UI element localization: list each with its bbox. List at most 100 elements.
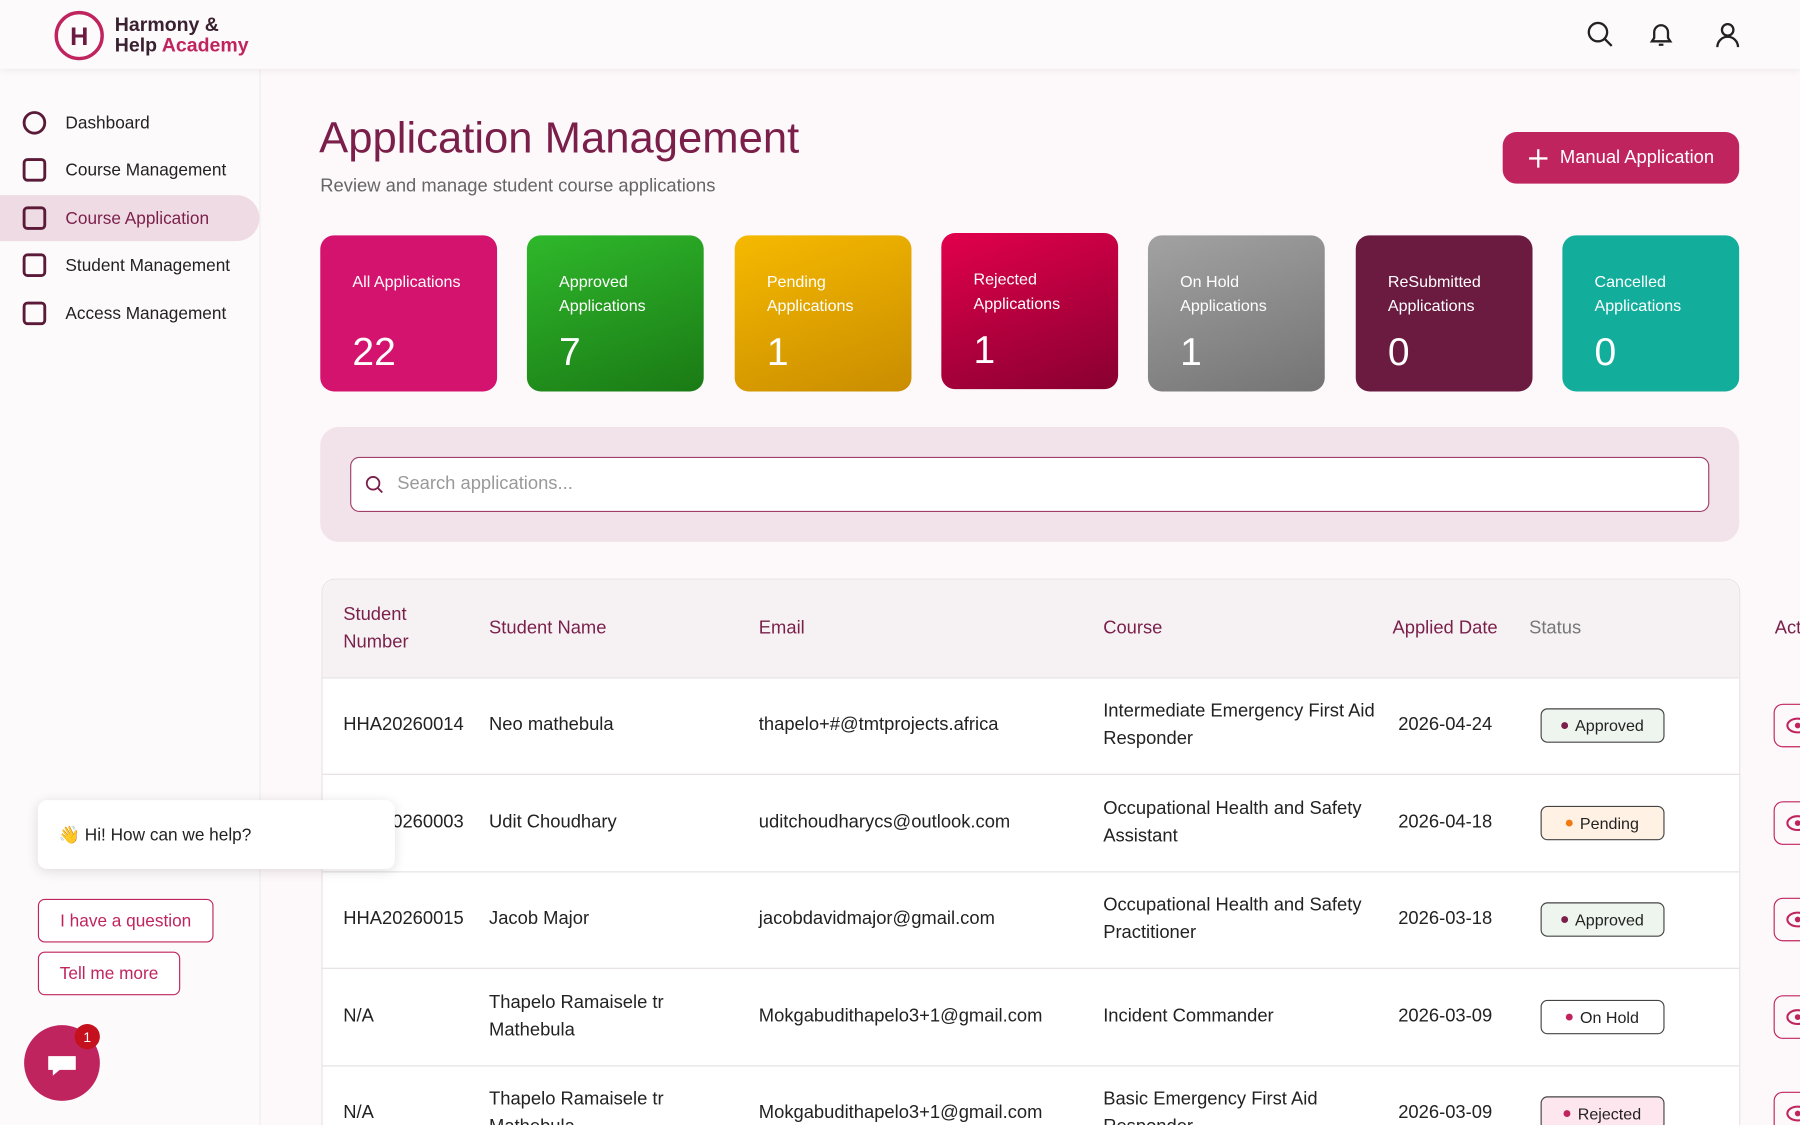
nav-item[interactable]: Course Management [0,147,259,193]
cell: HHA20260014 [343,715,464,735]
chat-option[interactable]: I have a question [37,898,214,943]
cell: Neo mathebula [489,715,614,735]
card-value: 1 [1180,330,1202,375]
cell: N/A [343,1103,374,1123]
nav-item[interactable]: Access Management [0,290,259,336]
cell: Incident Commander [1103,1006,1274,1026]
bell-icon[interactable] [1647,21,1675,49]
nav-label: Access Management [65,303,227,324]
nav-icon [22,301,47,326]
nav-icon [22,111,47,135]
plus-icon [1528,148,1548,168]
nav-icon [22,253,47,277]
user-icon[interactable] [1714,21,1742,49]
cell: Thapelo Ramaisele tr Mathebula [489,992,664,1040]
card-value: 7 [559,330,581,375]
cell: Occupational Health and Safety Practitio… [1103,895,1362,943]
logo: H [54,10,104,61]
view-button[interactable] [1773,800,1800,845]
view-button[interactable] [1773,703,1800,748]
search-panel: Search applications... [320,427,1740,542]
status-badge: Pending [1540,805,1665,840]
manual-application-button[interactable]: Manual Application [1502,132,1740,184]
status-label: Approved [1575,716,1644,735]
status-badge: Approved [1540,708,1665,743]
cell: jacobdavidmajor@gmail.com [758,909,995,929]
status-dot [1566,1013,1574,1020]
card-label: Approved Applications [559,272,646,315]
nav-label: Dashboard [65,113,150,133]
table-row: N/A Thapelo Ramaisele tr Mathebula Mokgabu… [322,968,1800,1066]
cell: Mokgabudithapelo3+1@gmail.com [758,1103,1043,1123]
cell: Occupational Health and Safety Assistant [1103,798,1362,846]
chat-badge: 1 [83,1030,91,1045]
nav-label: Course Application [65,208,210,228]
status-label: Approved [1575,910,1644,929]
cell: HHA20260015 [343,909,464,929]
cell: Intermediate Emergency First Aid Respond… [1103,701,1375,749]
brand-line: Harmony & [114,13,219,36]
stat-card[interactable]: Cancelled Applications 0 [1562,235,1740,392]
search-input[interactable]: Search applications... [350,456,1710,512]
column-header: Status [1529,618,1582,638]
page-subtitle: Review and manage student course applica… [320,176,716,197]
stat-card[interactable]: ReSubmitted Applications 0 [1355,235,1533,392]
nav-icon [22,158,47,182]
nav-item[interactable]: Student Management [0,242,259,288]
view-button[interactable] [1773,994,1800,1039]
svg-text:H: H [70,23,88,51]
chat-greeting: 👋 Hi! How can we help? [58,825,252,845]
nav-item[interactable]: Course Application [0,195,260,242]
nav-icon [22,206,47,230]
cell: Mokgabudithapelo3+1@gmail.com [758,1006,1043,1026]
nav-item[interactable]: Dashboard [0,100,259,146]
view-button[interactable] [1773,1091,1800,1125]
stat-card[interactable]: Approved Applications 7 [526,235,704,392]
nav-label: Course Management [65,160,227,180]
chat-popup: 👋 Hi! How can we help? [37,800,395,870]
cell: 2026-03-09 [1398,1006,1493,1026]
eye-icon [1786,911,1800,928]
cell: 2026-03-18 [1398,909,1493,929]
brand-word: Help [114,34,158,57]
table-row: HHA20260014 Neo mathebula thapelo+#@tmtpro… [322,677,1800,775]
table-row: N/A Thapelo Ramaisele tr Mathebula Mokgabu… [323,1065,1800,1125]
eye-icon [1786,717,1800,734]
cell: thapelo+#@tmtprojects.africa [758,715,999,735]
column-header: Student Number [343,604,409,652]
column-header: Email [758,618,805,638]
card-value: 0 [1594,330,1617,375]
status-dot [1561,722,1569,729]
card-value: 0 [1387,330,1410,375]
chat-launcher[interactable]: 1 [21,1022,106,1107]
search-icon[interactable] [1586,21,1614,49]
stat-card[interactable]: Pending Applications 1 [734,235,912,392]
view-button[interactable] [1773,897,1800,942]
status-label: On Hold [1579,1007,1639,1026]
search-icon [365,476,383,494]
stat-card[interactable]: On Hold Applications 1 [1147,235,1325,392]
cell: uditchoudharycs@outlook.com [758,812,1011,832]
card-label: Pending Applications [766,272,854,315]
stat-card[interactable]: All Applications 22 [320,235,498,392]
cell: Basic Emergency First Aid Responder [1103,1089,1318,1125]
cell: Jacob Major [489,909,590,929]
cell: Thapelo Ramaisele tr Mathebula [489,1089,664,1125]
table-row: HHA20260003 Udit Choudhary uditchoudharycs… [322,774,1800,872]
card-value: 22 [352,330,396,375]
status-dot [1561,916,1569,923]
eye-icon [1786,1008,1800,1025]
stat-card[interactable]: Rejected Applications 1 [941,233,1119,390]
card-label: On Hold Applications [1180,272,1267,315]
cell: 2026-03-09 [1398,1103,1493,1123]
button-label: Manual Application [1559,147,1715,168]
chat-option[interactable]: Tell me more [37,951,181,996]
table-row: HHA20260015 Jacob Major jacobdavidmajor@gm… [322,871,1800,969]
sidebar: Dashboard Course Management Course Applica… [0,68,261,1125]
eye-icon [1786,814,1800,831]
brand: Harmony & Help Academy [114,13,249,57]
cell: Udit Choudhary [489,812,617,832]
